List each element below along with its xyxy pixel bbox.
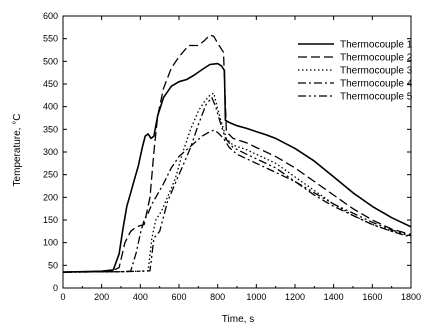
y-tick-label: 500 <box>43 56 58 66</box>
x-axis-title: Time, s <box>222 314 254 325</box>
x-tick-label: 800 <box>210 292 225 302</box>
y-tick-label: 550 <box>43 34 58 44</box>
x-tick-label: 1000 <box>246 292 266 302</box>
x-tick-label: 200 <box>94 292 109 302</box>
y-tick-label: 450 <box>43 79 58 89</box>
legend: Thermocouple 1 Thermocouple 2 Thermocouple… <box>298 40 413 103</box>
legend-label-thermocouple-4: Thermocouple 4 <box>340 79 413 90</box>
y-tick-label: 400 <box>43 102 58 112</box>
x-tick-label: 1200 <box>285 292 305 302</box>
series-line-thermocouple-4 <box>62 129 412 273</box>
x-tick-label: 1600 <box>362 292 382 302</box>
series-line-thermocouple-5 <box>62 96 412 273</box>
series-line-thermocouple-2 <box>62 34 412 273</box>
legend-label-thermocouple-5: Thermocouple 5 <box>340 92 413 103</box>
y-tick-label: 300 <box>43 147 58 157</box>
series-line-thermocouple-1 <box>62 62 412 273</box>
x-tick-label: 0 <box>60 292 65 302</box>
x-tick-label: 400 <box>133 292 148 302</box>
y-tick-label: 150 <box>43 215 58 225</box>
y-tick-label: 0 <box>53 283 58 293</box>
y-tick-label: 100 <box>43 238 58 248</box>
y-tick-label: 350 <box>43 124 58 134</box>
x-tick-label: 1800 <box>401 292 421 302</box>
axis-ticks: 0 200 400 600 800 1000 1200 1400 1600 1800 0 50 100 1… <box>43 11 421 302</box>
legend-label-thermocouple-3: Thermocouple 3 <box>340 66 413 77</box>
y-tick-label: 200 <box>43 192 58 202</box>
series-line-thermocouple-3 <box>62 92 412 273</box>
y-axis-title: Temperature, °C <box>12 114 23 187</box>
legend-label-thermocouple-2: Thermocouple 2 <box>340 53 413 64</box>
legend-label-thermocouple-1: Thermocouple 1 <box>340 40 413 51</box>
x-tick-label: 1400 <box>324 292 344 302</box>
x-tick-label: 600 <box>171 292 186 302</box>
y-tick-label: 50 <box>48 260 58 270</box>
y-tick-label: 600 <box>43 11 58 21</box>
series-lines <box>62 34 412 273</box>
y-tick-label: 250 <box>43 170 58 180</box>
